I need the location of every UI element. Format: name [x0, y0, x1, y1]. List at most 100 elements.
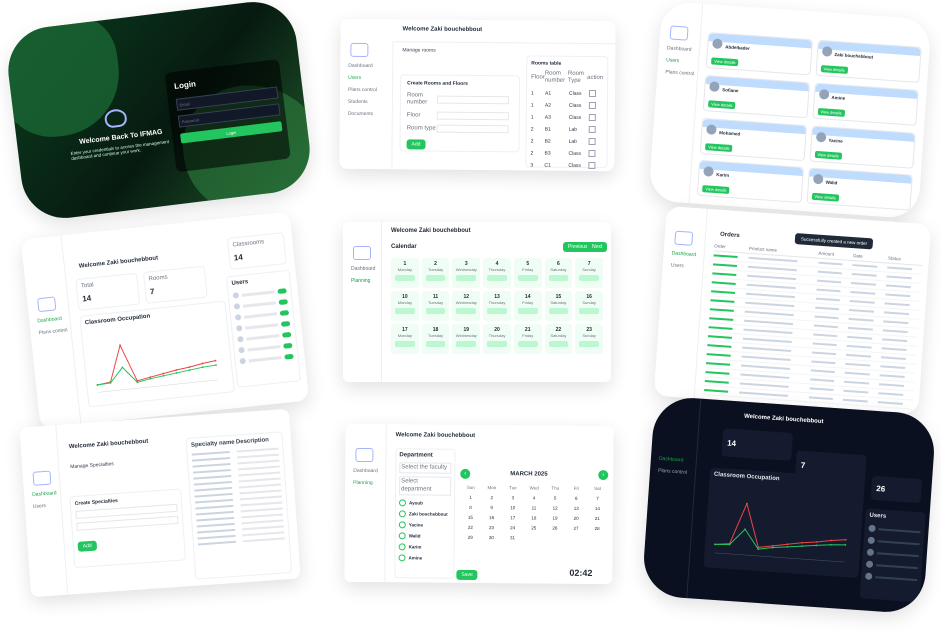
calendar-day[interactable]: 18	[531, 515, 537, 521]
calendar-day[interactable]: 2 Tuesday	[421, 258, 450, 288]
calendar-day[interactable]: 20 Thursday	[483, 324, 511, 354]
calendar-day[interactable]: 10 Monday	[391, 291, 419, 321]
room-number-input[interactable]	[436, 95, 509, 105]
calendar-day[interactable]: 19	[552, 515, 558, 521]
calendar-day[interactable]: 23 Sunday	[575, 324, 603, 354]
calendar-day[interactable]: 9	[490, 505, 493, 511]
toggle-switch[interactable]	[280, 320, 291, 327]
sidebar-item-planning[interactable]: Planning	[353, 479, 373, 487]
toggle-switch[interactable]	[278, 298, 288, 305]
calendar-day[interactable]: 6	[575, 495, 578, 501]
sidebar-item-dashboard[interactable]: Dashboard	[666, 45, 692, 53]
faculty-select[interactable]: Select the faculty	[399, 462, 452, 475]
calendar-day[interactable]: 19 Wednesday	[452, 324, 481, 354]
checkbox[interactable]	[588, 102, 596, 110]
calendar-day[interactable]: 16 Sunday	[575, 291, 603, 321]
add-button[interactable]: Add	[406, 139, 426, 150]
view-details-button[interactable]: View details	[817, 107, 845, 117]
calendar-day[interactable]: 22 Saturday	[544, 324, 573, 354]
sidebar-item-users[interactable]: Users	[665, 57, 680, 65]
calendar-day[interactable]: 2	[490, 495, 494, 501]
calendar-day[interactable]: 18 Tuesday	[421, 324, 450, 354]
list-item[interactable]: Yacine	[398, 521, 451, 529]
previous-button[interactable]: Previous	[563, 242, 593, 252]
calendar-day[interactable]: 3	[511, 495, 515, 501]
toggle-switch[interactable]	[283, 342, 293, 349]
calendar-day[interactable]: 28	[594, 526, 600, 532]
toggle-switch[interactable]	[279, 309, 290, 316]
calendar-day[interactable]: 5 Friday	[513, 258, 542, 288]
calendar-day[interactable]: 1	[469, 494, 472, 500]
sidebar-item-dashboard[interactable]: Dashboard	[353, 467, 378, 475]
list-item[interactable]: Amine	[398, 554, 450, 562]
checkbox[interactable]	[588, 150, 596, 158]
sidebar-item-users[interactable]: Users	[670, 262, 685, 270]
sidebar-item-users[interactable]: Users	[348, 74, 362, 81]
calendar-day[interactable]: 8	[469, 504, 472, 510]
sidebar-item-dashboard[interactable]: Dashboard	[31, 490, 57, 498]
calendar-day[interactable]: 10	[510, 505, 516, 511]
calendar-day[interactable]: 30	[488, 535, 494, 541]
add-button[interactable]: Add	[77, 540, 98, 552]
department-select[interactable]: Select department	[399, 476, 452, 496]
calendar-day[interactable]: 26	[552, 525, 558, 531]
calendar-day[interactable]: 11 Tuesday	[421, 291, 450, 321]
calendar-day[interactable]: 14 Friday	[513, 291, 542, 321]
calendar-day[interactable]: 6 Saturday	[544, 258, 573, 288]
calendar-day[interactable]: 31	[510, 535, 516, 541]
list-item[interactable]: Karim	[398, 543, 451, 551]
sidebar-item-plans[interactable]: Plans control	[38, 327, 68, 337]
prev-month-button[interactable]: ‹	[460, 468, 471, 479]
sidebar-item-users[interactable]: Users	[32, 502, 47, 510]
next-month-button[interactable]: ›	[598, 470, 609, 481]
sidebar-item-plans[interactable]: Plans control	[657, 467, 688, 476]
sidebar-item-dashboard[interactable]: Dashboard	[658, 455, 684, 464]
checkbox[interactable]	[588, 126, 596, 134]
calendar-day[interactable]: 3 Wednesday	[452, 258, 481, 288]
calendar-day[interactable]: 17	[510, 515, 516, 521]
calendar-day[interactable]: 21 Friday	[513, 324, 542, 354]
calendar-day[interactable]: 12 Wednesday	[452, 291, 481, 321]
sidebar-item-dashboard[interactable]: Dashboard	[351, 266, 376, 272]
calendar-day[interactable]: 14	[594, 506, 600, 512]
calendar-day[interactable]: 22	[467, 524, 473, 530]
calendar-day[interactable]: 16	[489, 515, 495, 521]
next-button[interactable]: Next	[587, 242, 608, 252]
sidebar-item-dashboard[interactable]: Dashboard	[671, 250, 697, 259]
department-tab[interactable]: Department	[399, 452, 433, 459]
toggle-switch[interactable]	[277, 287, 287, 294]
checkbox[interactable]	[588, 162, 596, 170]
calendar-day[interactable]: 4	[532, 495, 536, 501]
calendar-day[interactable]: 13	[573, 505, 579, 511]
calendar-day[interactable]: 20	[573, 515, 579, 521]
calendar-day[interactable]: 27	[573, 525, 579, 531]
specialty-description-input[interactable]	[76, 515, 179, 531]
calendar-day[interactable]: 12	[552, 505, 558, 511]
calendar-day[interactable]: 4 Thursday	[483, 258, 511, 288]
calendar-day[interactable]: 24	[510, 525, 516, 531]
calendar-day[interactable]: 23	[488, 525, 495, 531]
calendar-day[interactable]: 21	[594, 516, 600, 522]
save-button[interactable]: Save	[456, 569, 478, 580]
calendar-day[interactable]: 13 Thursday	[483, 291, 511, 321]
toggle-switch[interactable]	[284, 353, 294, 360]
sidebar-item-dashboard[interactable]: Dashboard	[37, 315, 63, 325]
sidebar-item-plans[interactable]: Plans control	[665, 69, 695, 78]
list-item[interactable]: Walid	[398, 532, 451, 540]
checkbox[interactable]	[588, 138, 596, 146]
toggle-switch[interactable]	[281, 331, 292, 338]
calendar-day[interactable]: 15	[467, 514, 473, 520]
calendar-day[interactable]: 7	[596, 496, 599, 502]
calendar-day[interactable]: 1 Monday	[391, 258, 419, 288]
view-details-button[interactable]: View details	[811, 192, 839, 202]
calendar-day[interactable]: 5	[553, 495, 557, 501]
checkbox[interactable]	[588, 114, 596, 122]
checkbox[interactable]	[588, 90, 597, 98]
view-details-button[interactable]: View details	[820, 65, 848, 74]
view-details-button[interactable]: View details	[708, 100, 736, 109]
calendar-day[interactable]: 15 Saturday	[544, 291, 573, 321]
calendar-day[interactable]: 25	[531, 525, 537, 531]
room-type-input[interactable]	[436, 125, 509, 134]
view-details-button[interactable]: View details	[710, 57, 739, 67]
floor-input[interactable]	[436, 112, 509, 121]
